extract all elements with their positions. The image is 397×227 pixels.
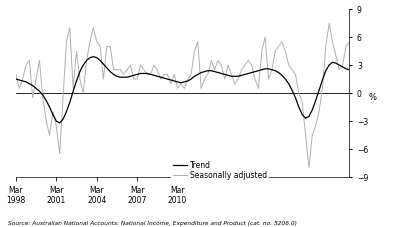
- Legend: Trend, Seasonally adjusted: Trend, Seasonally adjusted: [171, 159, 269, 182]
- Y-axis label: %: %: [368, 93, 376, 102]
- Text: Source: Australian National Accounts: National Income, Expenditure and Product (: Source: Australian National Accounts: Na…: [8, 221, 297, 226]
